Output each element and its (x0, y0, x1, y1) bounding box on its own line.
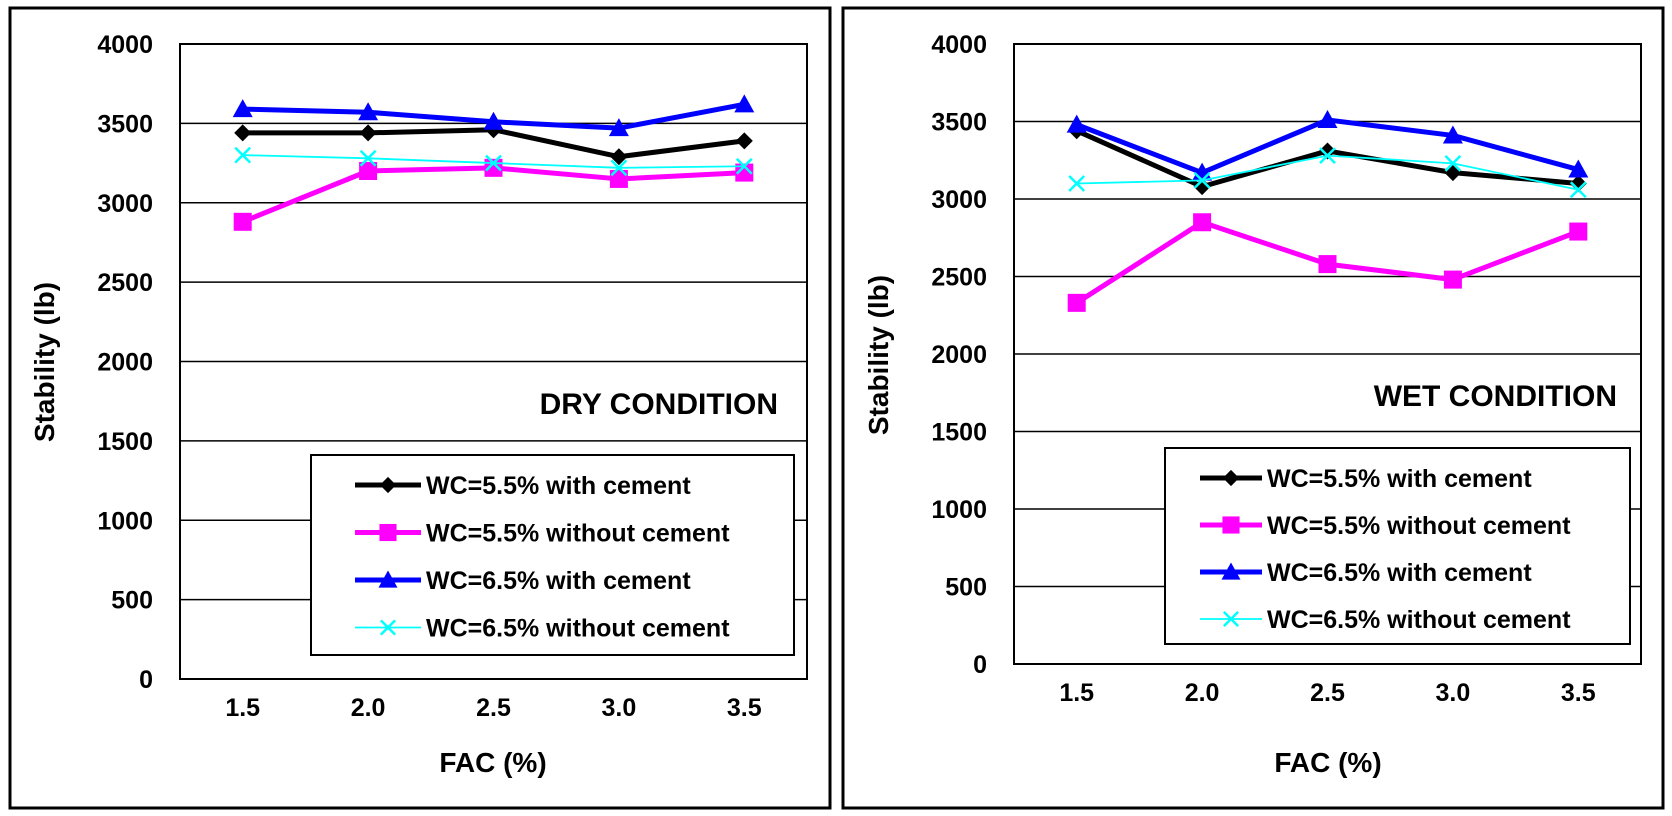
dry-data-point (359, 162, 378, 180)
wet-y-tick-label: 2000 (931, 341, 987, 369)
dry-data-point (609, 169, 628, 188)
dry-condition-chart: 0 500 1000 1500 2000 2500 3000 3500 4000 1.5 2.0 2… (8, 6, 832, 810)
dry-y-axis-title: Stability (lb) (29, 282, 60, 442)
dry-legend-marker (379, 523, 397, 542)
dry-y-tick-label: 2500 (97, 269, 153, 297)
wet-x-tick-label: 3.5 (1561, 679, 1596, 707)
wet-legend-marker (1222, 469, 1240, 487)
wet-y-axis-title: Stability (lb) (863, 275, 894, 435)
wet-y-tick-label: 4000 (931, 31, 987, 59)
wet-chart-frame (841, 6, 1665, 810)
dry-data-point (735, 132, 753, 150)
wet-series-2 (1067, 213, 1588, 312)
wet-data-point (1444, 154, 1462, 172)
dry-data-point (234, 146, 252, 164)
wet-plot-area (1013, 43, 1642, 665)
dry-legend-label: WC=6.5% without cement (426, 615, 730, 643)
dry-data-point (735, 157, 753, 175)
dry-x-tick-label: 3.5 (727, 694, 762, 722)
dry-y-tick-label: 0 (139, 666, 153, 694)
wet-legend-label: WC=6.5% without cement (1267, 606, 1571, 634)
dry-data-point (232, 99, 253, 118)
dry-legend-label: WC=5.5% without cement (426, 520, 730, 548)
wet-legend-label: WC=6.5% with cement (1267, 559, 1532, 587)
wet-data-point (1568, 159, 1589, 178)
dry-y-tick-label: 1000 (97, 507, 153, 535)
wet-legend: WC=5.5% with cement WC=5.5% without cemen… (1164, 447, 1631, 645)
dry-data-point (233, 212, 252, 231)
wet-series-4 (1068, 147, 1587, 199)
dry-y-tick-label: 3000 (97, 190, 153, 218)
dry-y-tick-label: 3500 (97, 110, 153, 138)
dry-y-tick-label: 1500 (97, 428, 153, 456)
wet-data-point (1319, 147, 1336, 164)
wet-data-point (1569, 222, 1588, 241)
wet-x-axis-title: FAC (%) (1274, 747, 1381, 778)
dry-chart-frame (8, 6, 832, 810)
dry-x-tick-label: 3.0 (602, 694, 637, 722)
wet-y-tick-label: 3500 (931, 109, 987, 137)
wet-x-tick-label: 2.5 (1310, 679, 1345, 707)
dry-y-tick-label: 2000 (97, 349, 153, 377)
wet-legend-marker (1222, 610, 1240, 628)
dry-series-2 (233, 158, 754, 231)
wet-data-point (1443, 270, 1462, 289)
wet-y-tick-label: 0 (973, 651, 987, 679)
wet-data-point (1066, 114, 1087, 133)
dry-y-tick-label: 500 (111, 587, 153, 615)
dry-series-3 (232, 94, 755, 137)
dry-data-point (608, 118, 629, 137)
dry-x-tick-label: 2.5 (476, 694, 511, 722)
dry-series-4 (234, 146, 753, 177)
dry-legend-marker (379, 476, 397, 494)
wet-x-tick-label: 1.5 (1059, 679, 1094, 707)
dry-plot-area (179, 43, 808, 680)
dry-legend: WC=5.5% with cement WC=5.5% without cemen… (310, 454, 795, 656)
dry-condition-label: DRY CONDITION (540, 388, 778, 421)
wet-data-point (1067, 293, 1086, 312)
wet-data-point (1317, 109, 1338, 128)
wet-legend-marker (1222, 516, 1240, 534)
dry-data-point (610, 159, 628, 177)
wet-y-tick-label: 1500 (931, 419, 987, 447)
dry-legend-marker (379, 619, 397, 636)
wet-data-point (1442, 125, 1463, 144)
dry-x-axis-title: FAC (%) (439, 747, 546, 778)
wet-y-tick-label: 2500 (931, 264, 987, 292)
dry-legend-label: WC=6.5% with cement (426, 567, 691, 595)
wet-data-point (1193, 172, 1211, 189)
wet-y-tick-label: 500 (945, 574, 987, 602)
wet-data-point (1068, 175, 1086, 192)
dry-data-point (735, 163, 754, 182)
wet-legend-label: WC=5.5% with cement (1267, 465, 1532, 493)
wet-legend-label: WC=5.5% without cement (1267, 512, 1571, 540)
dry-data-point (734, 94, 755, 113)
dry-legend-marker (378, 570, 398, 588)
wet-data-point (1569, 181, 1587, 199)
dry-legend-label: WC=5.5% with cement (426, 472, 691, 500)
wet-data-point (1193, 213, 1212, 232)
wet-legend-marker (1221, 562, 1241, 580)
wet-data-point (1318, 255, 1337, 274)
dry-x-tick-label: 2.0 (351, 694, 386, 722)
dry-data-point (610, 148, 628, 166)
dry-data-point (359, 124, 377, 142)
dry-x-tick-label: 1.5 (225, 694, 260, 722)
wet-x-tick-label: 2.0 (1185, 679, 1220, 707)
dry-data-point (358, 102, 379, 121)
dry-data-point (485, 154, 502, 172)
wet-y-tick-label: 3000 (931, 186, 987, 214)
dry-data-point (234, 124, 252, 142)
wet-condition-label: WET CONDITION (1374, 380, 1617, 413)
wet-legend-box (1164, 447, 1631, 645)
dry-data-point (359, 149, 377, 167)
wet-y-tick-label: 1000 (931, 496, 987, 524)
wet-data-point (1569, 175, 1587, 192)
wet-condition-chart: 0 500 1000 1500 2000 2500 3000 3500 4000 1.5 2.0 2… (841, 6, 1665, 810)
wet-data-point (1193, 178, 1211, 196)
wet-x-tick-label: 3.0 (1436, 679, 1471, 707)
dry-y-tick-label: 4000 (97, 31, 153, 59)
dry-data-point (483, 111, 504, 130)
